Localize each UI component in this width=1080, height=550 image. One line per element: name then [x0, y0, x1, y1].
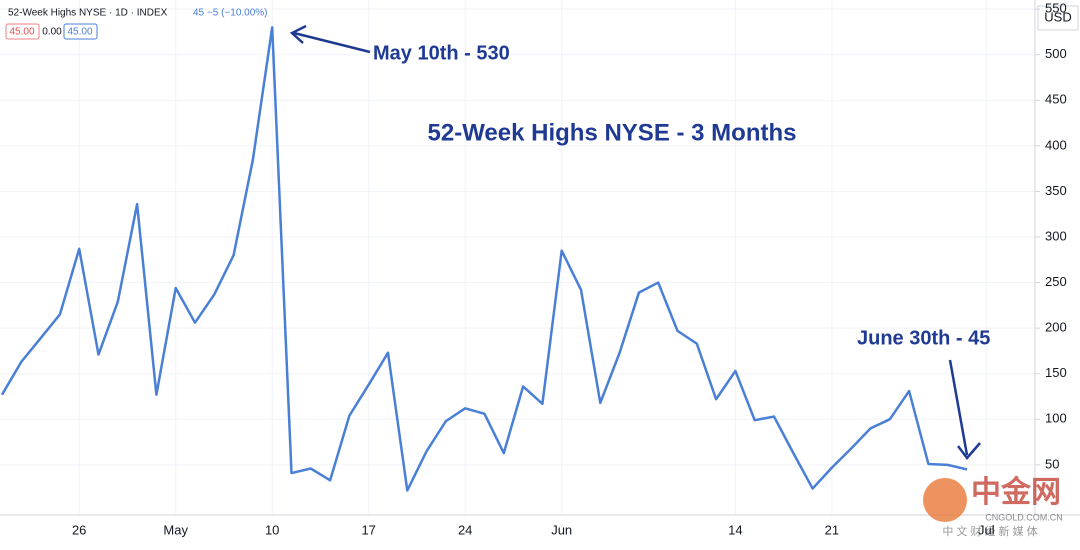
price-right: 45.00	[67, 27, 92, 38]
arrow-head	[289, 24, 307, 44]
watermark: 中金网 CNGOLD.COM.CN 中 文 财 经 新 媒 体	[923, 475, 1063, 538]
brand: 中金网	[971, 475, 1061, 509]
y-tick-label: 50	[1045, 456, 1059, 471]
x-tick-label: 14	[728, 522, 742, 537]
x-tick-label: 10	[265, 522, 279, 537]
price-middle: 0.00	[42, 27, 62, 38]
y-tick-label: 450	[1045, 92, 1067, 107]
plot	[0, 26, 968, 492]
y-axis-label: USD	[1044, 9, 1071, 24]
price-box	[5, 23, 40, 40]
y-tick-label: 300	[1045, 228, 1067, 243]
x-tick-label: Jul	[978, 522, 995, 537]
x-tick-label: 24	[458, 522, 472, 537]
annotation: June 30th - 45	[857, 327, 990, 349]
y-tick-label: 150	[1045, 365, 1067, 380]
series-line	[0, 26, 968, 492]
y-tick-label: 400	[1045, 137, 1067, 152]
arrow	[948, 359, 969, 456]
arrow-head	[957, 442, 981, 460]
y-tick-label: 250	[1045, 274, 1067, 289]
annotation: May 10th - 530	[373, 42, 510, 64]
y-tick-label: 550	[1045, 1, 1067, 16]
x-tick-label: 26	[72, 522, 86, 537]
domain: CNGOLD.COM.CN	[985, 512, 1063, 522]
price-left: 45.00	[9, 27, 34, 38]
price-box	[63, 23, 98, 40]
y-tick-label: 100	[1045, 411, 1067, 426]
x-tick-label: May	[163, 522, 188, 537]
quote: 45 −5 (−10.00%)	[193, 8, 268, 19]
arrows	[289, 24, 981, 460]
x-tick-label: 17	[361, 522, 375, 537]
symbol: 52-Week Highs NYSE · 1D · INDEX	[8, 8, 168, 19]
currency-box	[1037, 5, 1079, 31]
y-tick-label: 350	[1045, 183, 1067, 198]
tagline: 中 文 财 经 新 媒 体	[942, 524, 1037, 538]
x-tick-label: 21	[825, 522, 839, 537]
arrow	[293, 31, 371, 54]
y-tick-label: 200	[1045, 320, 1067, 335]
x-tick-label: Jun	[551, 522, 572, 537]
logo	[923, 478, 967, 522]
grid	[0, 0, 1035, 515]
y-tick-label: 500	[1045, 46, 1067, 61]
chart-title: 52-Week Highs NYSE - 3 Months	[428, 119, 797, 146]
